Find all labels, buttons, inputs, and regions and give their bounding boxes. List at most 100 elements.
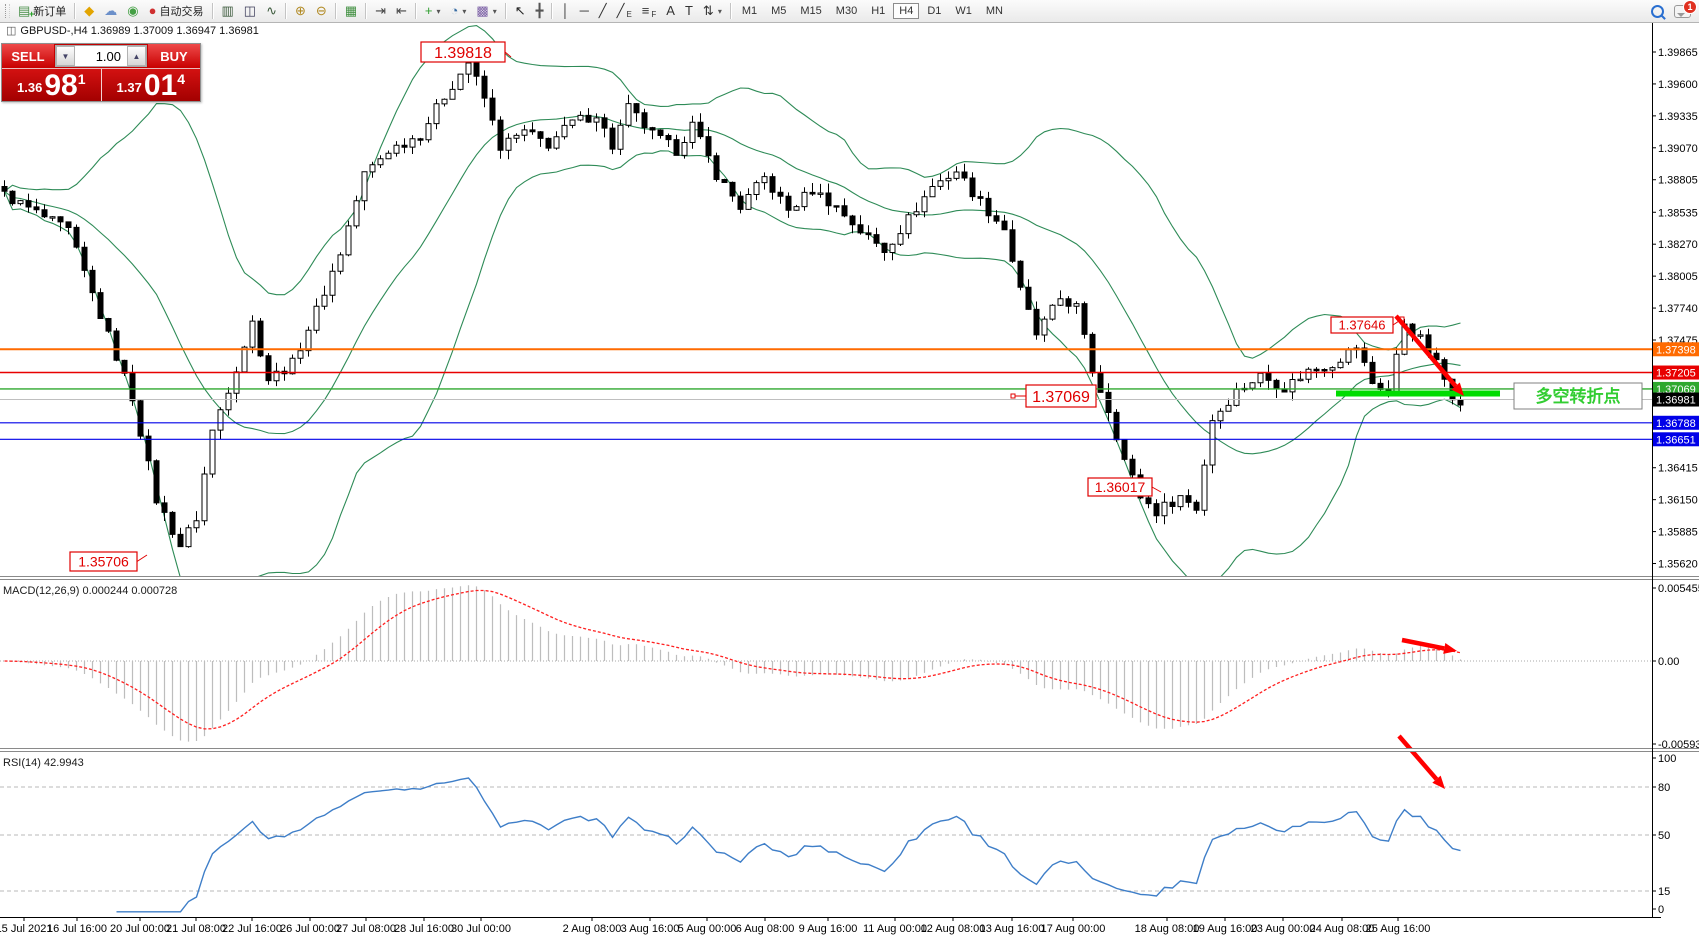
equidistant-channel-icon[interactable]: ╱ E (616, 3, 632, 20)
svg-text:1.36017: 1.36017 (1095, 479, 1146, 495)
panel-separator[interactable] (0, 748, 1699, 752)
panel-separator[interactable] (0, 576, 1699, 580)
timeframe-mn[interactable]: MN (985, 5, 1003, 17)
rsi-line (116, 777, 1461, 913)
svg-text:24 Aug 08:00: 24 Aug 08:00 (1310, 923, 1375, 935)
price-label-1.39818[interactable]: 1.39818 (420, 41, 512, 63)
svg-text:20 Jul 00:00: 20 Jul 00:00 (110, 923, 170, 935)
line-chart-icon[interactable]: ∿ (261, 0, 282, 22)
trend-arrow-1[interactable] (1394, 314, 1464, 396)
svg-text:1.39865: 1.39865 (1658, 47, 1698, 59)
text-label-icon[interactable]: T (680, 0, 698, 22)
trendline-icon[interactable]: ╱ (594, 0, 612, 22)
ohlc-text: GBPUSD-,H4 1.36989 1.37009 1.36947 1.369… (20, 24, 259, 37)
price-label-1.37646[interactable]: 1.37646 (1330, 316, 1405, 334)
bid-pip: 1 (77, 71, 86, 87)
buy-button[interactable]: BUY (148, 44, 200, 68)
timeframe-h1[interactable]: H1 (871, 5, 886, 17)
bid-price[interactable]: 1.36 98 1 (2, 69, 101, 101)
templates-icon-dropdown[interactable]: ▾ (492, 6, 497, 16)
notifications-icon[interactable]: 1 (1674, 0, 1697, 18)
text-icon[interactable]: A (661, 0, 680, 22)
trend-arrow-2[interactable] (1401, 637, 1457, 654)
toolbar-separator (504, 3, 507, 19)
macd-signal-line (4, 589, 1461, 730)
candlestick-chart-icon[interactable]: ◫ (239, 0, 261, 22)
svg-text:17 Aug 00:00: 17 Aug 00:00 (1041, 923, 1106, 935)
svg-text:21 Jul 08:00: 21 Jul 08:00 (166, 923, 226, 935)
svg-text:30 Jul 00:00: 30 Jul 00:00 (451, 923, 511, 935)
chart-ohlc-info: ◫ GBPUSD-,H4 1.36989 1.37009 1.36947 1.3… (6, 24, 259, 38)
vertical-line-icon: │ (561, 3, 570, 18)
price-label-1.37069[interactable]: 1.37069 (1010, 384, 1097, 408)
templates-icon[interactable]: ▩ ▾ (471, 0, 501, 22)
bid-main: 1.36 (17, 80, 43, 95)
price-label-1.35706[interactable]: 1.35706 (69, 551, 148, 572)
new-order-button-label: 新订单 (33, 6, 67, 18)
zoom-out-icon[interactable]: ⊖ (311, 0, 332, 22)
autotrading-button[interactable]: ● 自动交易 (144, 0, 209, 22)
price-axis[interactable]: 1.39865 1.39600 1.39335 1.39070 1.38805 1.385… (1652, 47, 1699, 916)
one-click-trading-widget: SELL ▼ 1.00 ▲ BUY 1.36 98 1 1.37 01 4 (1, 43, 201, 102)
sell-button[interactable]: SELL (2, 44, 54, 68)
indicators-icon[interactable]: + ▾ (420, 0, 446, 22)
community-icon: ☁ (104, 3, 118, 18)
tile-windows-icon[interactable]: ▦ (340, 0, 362, 22)
volume-decrease-button[interactable]: ▼ (56, 46, 75, 66)
search-icon[interactable] (1651, 4, 1664, 18)
rsi-panel[interactable] (0, 777, 1652, 913)
svg-text:23 Aug 00:00: 23 Aug 00:00 (1251, 923, 1316, 935)
svg-text:1.36150: 1.36150 (1658, 495, 1698, 507)
chart-shift-icon[interactable]: ⇤ (391, 0, 412, 22)
timeframe-d1[interactable]: D1 (927, 5, 942, 17)
auto-scroll-icon[interactable]: ⇥ (370, 0, 391, 22)
macd-panel[interactable] (0, 585, 1652, 742)
timeframe-w1[interactable]: W1 (955, 5, 972, 17)
timeframe-m5[interactable]: M5 (771, 5, 787, 17)
pivot-highlight-bar[interactable] (1336, 390, 1500, 397)
timeframe-h4[interactable]: H4 (893, 3, 920, 19)
trend-arrow-3[interactable] (1397, 734, 1445, 789)
arrows-icon-dropdown[interactable]: ▾ (717, 6, 722, 16)
price-label-1.36017[interactable]: 1.36017 (1087, 477, 1162, 497)
svg-text:1.38005: 1.38005 (1658, 271, 1698, 283)
crosshair-icon[interactable]: ╋ (531, 0, 549, 22)
svg-text:1.37069: 1.37069 (1032, 389, 1090, 406)
svg-text:11 Aug 00:00: 11 Aug 00:00 (863, 923, 927, 935)
svg-text:28 Jul 16:00: 28 Jul 16:00 (394, 923, 454, 935)
horizontal-line-icon[interactable]: ─ (575, 0, 594, 22)
timeframe-m1[interactable]: M1 (741, 5, 758, 17)
zoom-in-icon[interactable]: ⊕ (290, 0, 311, 22)
ask-price[interactable]: 1.37 01 4 (100, 69, 201, 101)
periods-icon[interactable]: ◔ ▾ (446, 0, 472, 22)
news-icon[interactable]: ◉ (122, 0, 143, 22)
periods-icon-dropdown[interactable]: ▾ (462, 6, 467, 16)
main-price-panel[interactable]: 1.39818 1.37646 1.37069 1.36017 1.35706 多空转折点 (0, 25, 1652, 618)
new-order-button[interactable]: ▤ + 新订单 (13, 0, 71, 22)
bar-chart-icon[interactable]: ▥ (217, 0, 239, 22)
turning-point-annotation[interactable]: 多空转折点 (1513, 382, 1643, 410)
timeframe-m30[interactable]: M30 (835, 5, 858, 17)
highlighter-icon[interactable]: ◆ (79, 0, 99, 22)
volume-field[interactable]: 1.00 (75, 46, 127, 66)
volume-increase-button[interactable]: ▲ (127, 46, 146, 66)
horizontal-line-icon: ─ (579, 3, 589, 18)
community-icon[interactable]: ☁ (99, 0, 122, 22)
cursor-icon[interactable]: ↖ (510, 0, 531, 22)
bollinger-upper-band (4, 25, 1461, 359)
macd-label: MACD(12,26,9) 0.000244 0.000728 (3, 585, 177, 597)
svg-text:1.38270: 1.38270 (1658, 239, 1698, 251)
timeframe-m15[interactable]: M15 (800, 5, 822, 17)
svg-text:1.36788: 1.36788 (1656, 418, 1696, 430)
vertical-line-icon[interactable]: │ (556, 0, 574, 22)
line-chart-icon: ∿ (266, 3, 277, 18)
periods-icon: ◔ (450, 3, 459, 18)
price-marker-1.36981: 1.36981 (1653, 392, 1699, 407)
arrows-icon[interactable]: ⇅ ▾ (698, 0, 727, 22)
fibonacci-icon[interactable]: ≡ F (641, 3, 657, 20)
indicators-icon-dropdown[interactable]: ▾ (436, 6, 441, 16)
toolbar-separator (551, 3, 554, 19)
